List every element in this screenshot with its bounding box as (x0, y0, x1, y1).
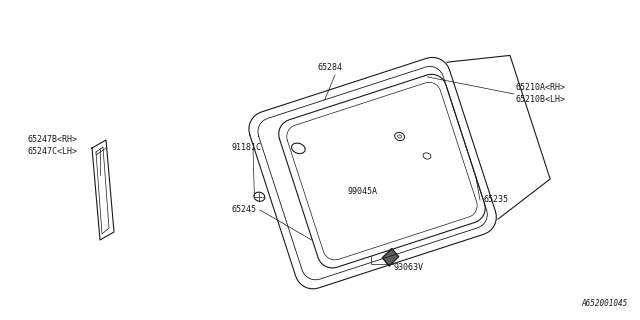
Text: 65235: 65235 (483, 196, 508, 204)
Text: A652001045: A652001045 (582, 299, 628, 308)
Text: 99045A: 99045A (348, 188, 378, 196)
Polygon shape (382, 248, 399, 266)
Text: 65247B<RH>: 65247B<RH> (28, 135, 78, 145)
Text: 91181C: 91181C (232, 143, 262, 153)
Text: 65247C<LH>: 65247C<LH> (28, 148, 78, 156)
Text: 93063V: 93063V (393, 262, 423, 271)
Text: 65210B<LH>: 65210B<LH> (516, 95, 566, 105)
Text: 65284: 65284 (318, 63, 343, 73)
Text: 65210A<RH>: 65210A<RH> (516, 84, 566, 92)
Text: 65245: 65245 (232, 205, 257, 214)
